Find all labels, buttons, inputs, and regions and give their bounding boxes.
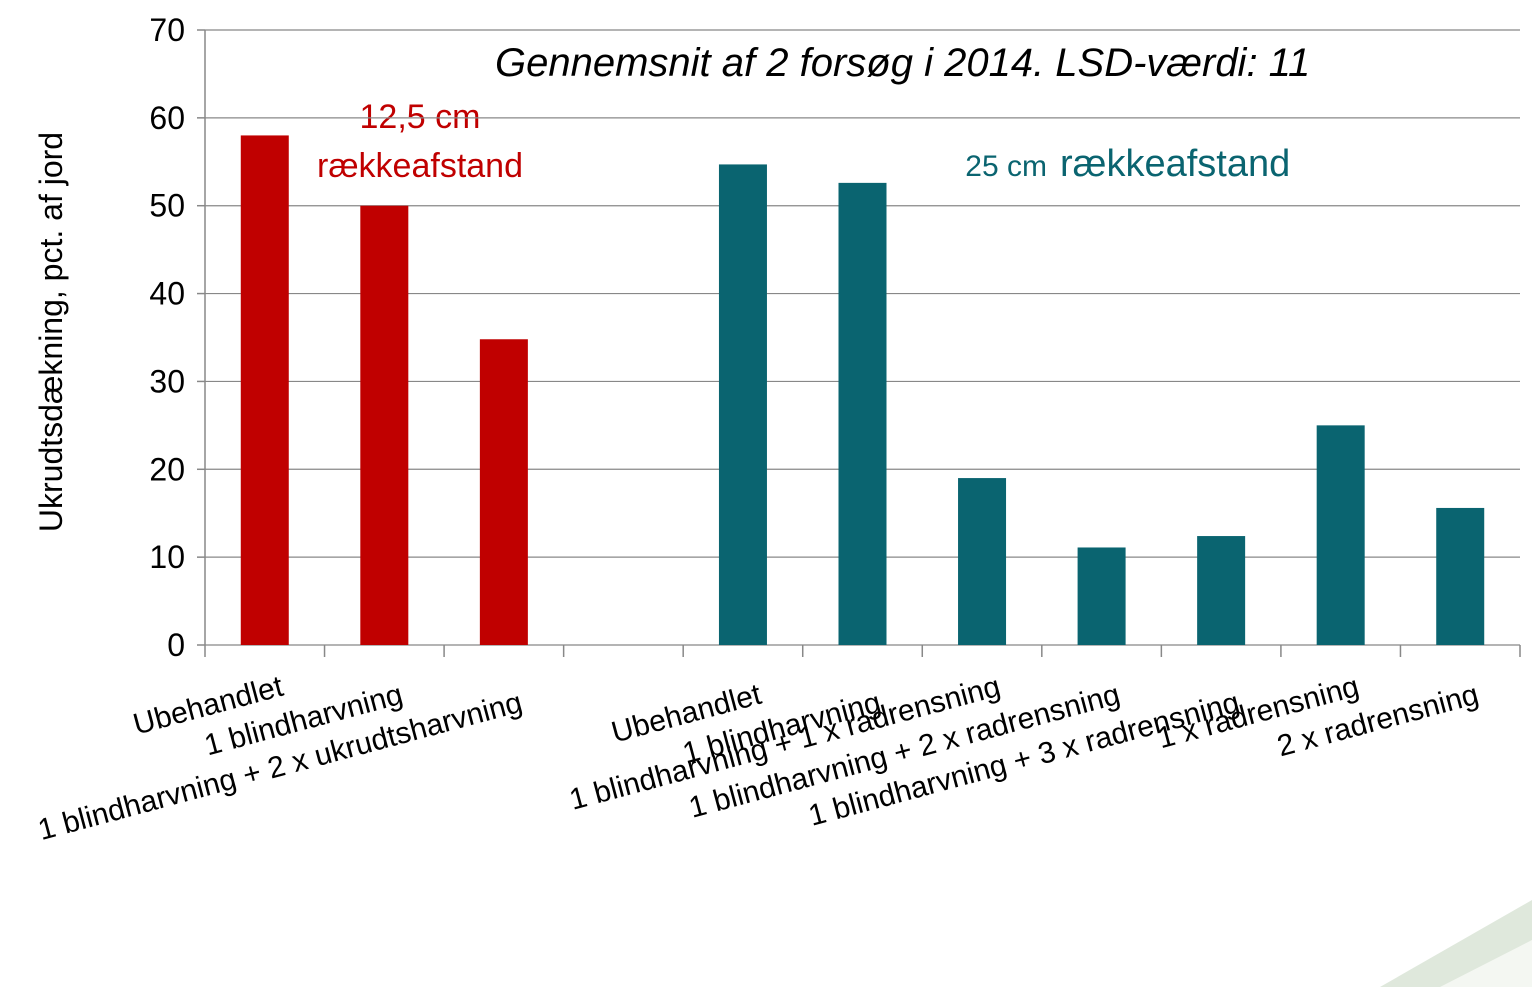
annotation: rækkeafstand <box>317 147 523 185</box>
y-axis-label: Ukrudtsdækning, pct. af jord <box>33 132 69 532</box>
y-tick-label: 70 <box>149 12 185 48</box>
y-tick-label: 50 <box>149 188 185 224</box>
bar <box>1197 536 1246 645</box>
annotation: 12,5 cm <box>360 98 481 136</box>
y-tick-label: 0 <box>167 627 185 663</box>
bar <box>1316 425 1365 645</box>
bar <box>718 164 767 645</box>
bar <box>360 205 409 645</box>
annotation: 25 cm <box>965 150 1047 183</box>
bar <box>1077 547 1126 645</box>
y-tick-label: 60 <box>149 100 185 136</box>
y-tick-label: 40 <box>149 276 185 312</box>
y-tick-label: 10 <box>149 539 185 575</box>
bar <box>1436 507 1485 645</box>
bar <box>958 478 1007 645</box>
decoration <box>1440 940 1532 987</box>
annotation: rækkeafstand <box>1060 143 1290 185</box>
bar <box>240 135 289 645</box>
chart-title: Gennemsnit af 2 forsøg i 2014. LSD-værdi… <box>495 41 1310 85</box>
y-tick-label: 30 <box>149 363 185 399</box>
y-tick-label: 20 <box>149 451 185 487</box>
bar <box>479 339 528 645</box>
bar <box>838 182 887 645</box>
